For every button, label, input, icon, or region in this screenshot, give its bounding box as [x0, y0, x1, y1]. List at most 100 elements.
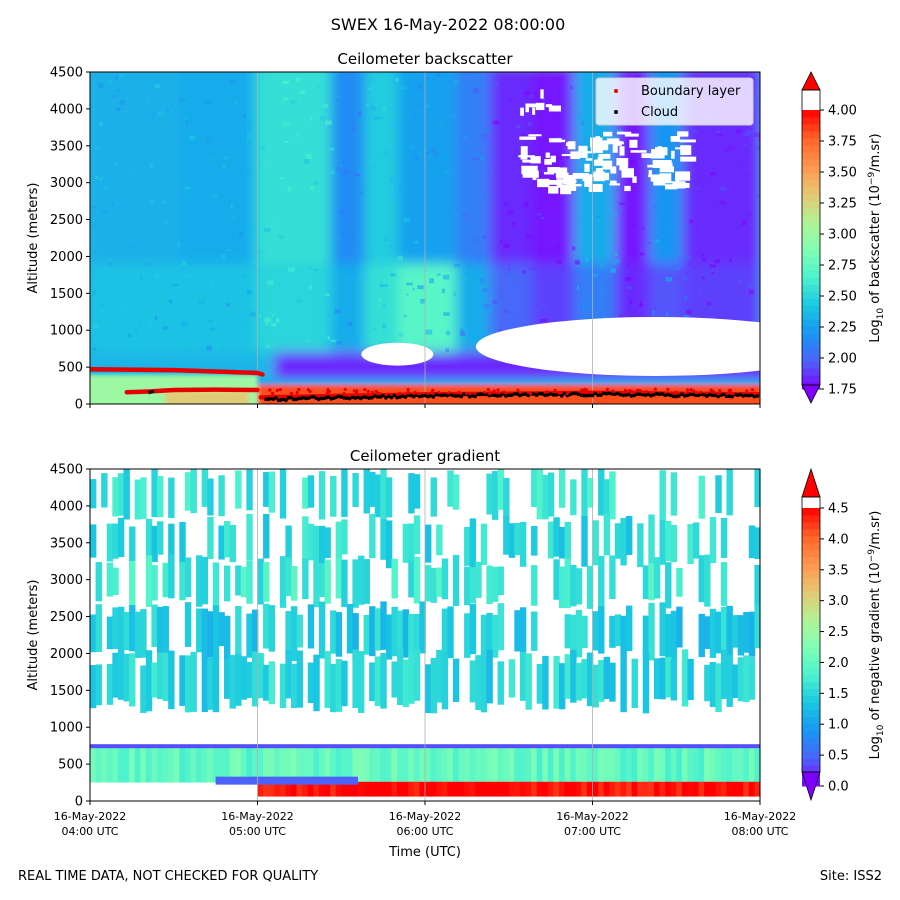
- cloud-marker: [573, 391, 578, 395]
- boundary-layer-marker: [376, 391, 380, 395]
- speckle-cell: [483, 127, 491, 133]
- gradient-cell: [559, 566, 566, 609]
- speckle-cell: [327, 336, 330, 340]
- speckle-cell: [485, 134, 489, 138]
- cloud-marker: [576, 392, 581, 397]
- gradient-cell: [659, 520, 666, 565]
- boundary-layer-marker: [557, 391, 562, 395]
- boundary-layer-marker: [653, 387, 657, 391]
- boundary-layer-marker: [486, 387, 490, 392]
- gradient-cell: [592, 611, 599, 651]
- speckle-cell: [445, 330, 451, 336]
- missing-data-patch: [597, 157, 603, 165]
- gradient-cell: [598, 606, 605, 654]
- cloud-marker: [356, 395, 360, 400]
- speckle-cell: [264, 347, 268, 352]
- gradient-cell: [648, 563, 655, 601]
- cloud-marker: [629, 394, 634, 398]
- gradient-cell: [279, 556, 287, 608]
- speckle-cell: [723, 147, 730, 152]
- gradient-cell: [665, 656, 672, 698]
- backscatter-band-mid: [255, 263, 335, 353]
- speckle-cell: [157, 112, 165, 116]
- gradient-cell: [157, 652, 164, 700]
- cloud-marker: [439, 393, 444, 398]
- missing-data-patch: [612, 144, 618, 153]
- gradient-cell: [291, 606, 298, 661]
- speckle-cell: [145, 262, 152, 267]
- gradient-cell: [469, 781, 477, 797]
- missing-data-patch: [624, 133, 639, 137]
- speckle-cell: [399, 187, 404, 192]
- missing-data-patch: [604, 172, 610, 181]
- y-tick-label: 4000: [50, 102, 83, 117]
- gradient-cell: [754, 781, 760, 797]
- speckle-cell: [384, 82, 388, 86]
- missing-data-patch: [619, 146, 625, 156]
- gradient-cell: [519, 744, 527, 783]
- gradient-cell: [570, 479, 577, 516]
- backscatter-band-upper: [90, 72, 185, 264]
- gradient-cell: [246, 513, 253, 561]
- gradient-cell: [486, 781, 493, 797]
- missing-data-patch: [616, 158, 629, 166]
- gradient-cell: [413, 613, 421, 655]
- speckle-cell: [613, 212, 619, 215]
- gradient-cell: [715, 781, 722, 797]
- gradient-cell: [123, 611, 130, 651]
- gradient-cell: [598, 781, 605, 797]
- gradient-cell: [302, 744, 309, 783]
- gradient-cell: [380, 469, 387, 520]
- gradient-cell: [335, 558, 343, 599]
- boundary-layer-marker: [488, 390, 493, 395]
- gradient-cell: [586, 744, 594, 783]
- gradient-cell: [419, 601, 426, 654]
- speckle-cell: [273, 221, 279, 225]
- speckle-cell: [339, 333, 346, 337]
- speckle-cell: [756, 193, 759, 198]
- colorbar-level: [802, 549, 820, 558]
- gradient-cell: [140, 609, 147, 658]
- speckle-cell: [523, 202, 529, 207]
- gradient-cell: [391, 781, 398, 797]
- speckle-cell: [90, 222, 96, 228]
- colorbar-level: [802, 584, 820, 592]
- gradient-cell: [374, 608, 382, 651]
- speckle-cell: [431, 133, 435, 136]
- colorbar-level: [802, 144, 820, 153]
- gradient-cell: [257, 781, 264, 797]
- gradient-cell: [330, 475, 337, 517]
- colorbar-level: [802, 681, 820, 690]
- speckle-cell: [95, 175, 99, 180]
- gradient-cell: [726, 605, 733, 656]
- gradient-cell: [497, 781, 504, 797]
- speckle-cell: [115, 107, 121, 111]
- gradient-cell: [346, 603, 354, 654]
- gradient-cell: [452, 658, 460, 702]
- gradient-cell: [715, 611, 722, 654]
- backscatter-colorbar-extend-min: [801, 384, 821, 404]
- speckle-cell: [379, 284, 383, 287]
- cloud-marker: [453, 394, 458, 398]
- legend-cloud-label: Cloud: [641, 105, 678, 120]
- x-tick-time: 07:00 UTC: [564, 825, 621, 838]
- colorbar-level: [802, 347, 820, 355]
- gradient-cell: [173, 744, 181, 783]
- missing-data-patch: [578, 145, 588, 152]
- gradient-cell: [352, 473, 359, 507]
- gradient-cell: [564, 744, 571, 783]
- gradient-cell: [430, 744, 437, 783]
- speckle-cell: [389, 177, 395, 182]
- gradient-cell: [519, 651, 527, 701]
- gradient-cell: [447, 781, 454, 797]
- gradient-cell: [425, 744, 432, 783]
- speckle-cell: [360, 190, 363, 195]
- gradient-cell: [145, 744, 153, 783]
- gradient-cell: [285, 557, 292, 597]
- gradient-cell: [235, 565, 242, 596]
- speckle-cell: [197, 145, 202, 149]
- gradient-cell: [709, 608, 717, 658]
- gradient-cell: [637, 744, 644, 783]
- colorbar-level: [802, 284, 820, 292]
- gradient-cell: [335, 612, 343, 657]
